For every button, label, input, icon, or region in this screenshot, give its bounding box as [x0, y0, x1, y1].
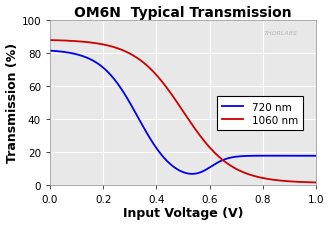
- Line: 1060 nm: 1060 nm: [50, 41, 316, 183]
- 720 nm: [314, 155, 318, 157]
- Text: THORLABS: THORLABS: [264, 30, 298, 36]
- 720 nm: [62, 51, 66, 54]
- 720 nm: [307, 155, 311, 157]
- 720 nm: [170, 165, 174, 167]
- 1060 nm: [314, 181, 318, 184]
- X-axis label: Input Voltage (V): Input Voltage (V): [123, 207, 243, 219]
- 1060 nm: [48, 40, 52, 42]
- Line: 720 nm: 720 nm: [50, 51, 316, 174]
- Legend: 720 nm, 1060 nm: 720 nm, 1060 nm: [217, 97, 303, 130]
- 720 nm: [178, 169, 182, 172]
- 1060 nm: [62, 40, 66, 43]
- Title: OM6N  Typical Transmission: OM6N Typical Transmission: [74, 6, 292, 20]
- 1060 nm: [178, 105, 182, 108]
- 1060 nm: [307, 181, 311, 184]
- Y-axis label: Transmission (%): Transmission (%): [6, 43, 18, 162]
- 720 nm: [258, 155, 262, 157]
- 720 nm: [190, 173, 194, 176]
- 1060 nm: [170, 95, 174, 97]
- 1060 nm: [258, 176, 262, 179]
- 720 nm: [48, 50, 52, 53]
- 720 nm: [307, 155, 311, 157]
- 1060 nm: [306, 181, 310, 184]
